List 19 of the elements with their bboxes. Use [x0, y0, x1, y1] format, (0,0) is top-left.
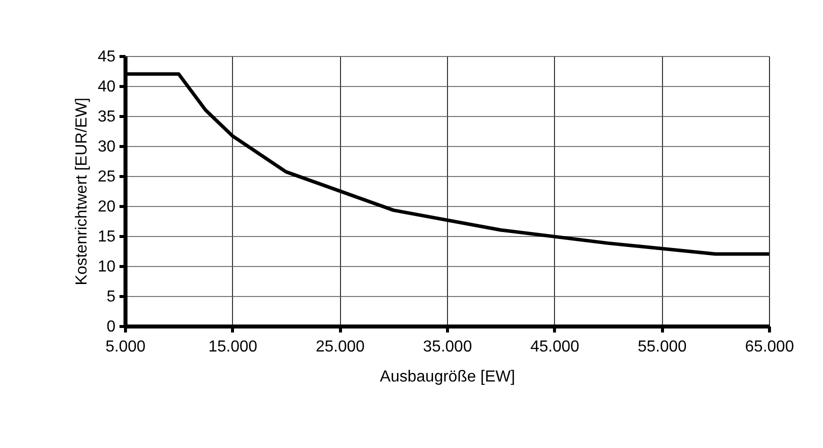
- y-tick-label: 15: [98, 228, 116, 246]
- y-axis-title: Kostenrichtwert [EUR/EW]: [74, 98, 91, 286]
- y-tick-label: 0: [106, 318, 116, 336]
- y-tick-label: 5: [106, 288, 116, 306]
- y-tick-label: 40: [98, 78, 116, 96]
- x-tick-label: 55.000: [638, 338, 687, 356]
- x-tick-label: 35.000: [423, 338, 472, 356]
- y-tick-label: 45: [98, 48, 116, 66]
- x-tick-label: 45.000: [530, 338, 580, 356]
- x-axis-title: Ausbaugröße [EW]: [380, 368, 516, 386]
- y-tick-label: 10: [98, 258, 116, 276]
- y-tick-label: 25: [98, 168, 116, 186]
- y-tick-label: 35: [98, 108, 116, 126]
- y-tick-label: 20: [98, 198, 116, 216]
- x-tick-label: 15.000: [208, 338, 258, 356]
- x-tick-label: 25.000: [316, 338, 365, 356]
- x-tick-label: 65.000: [745, 338, 794, 356]
- x-tick-label: 5.000: [105, 338, 146, 356]
- y-tick-label: 30: [98, 138, 116, 156]
